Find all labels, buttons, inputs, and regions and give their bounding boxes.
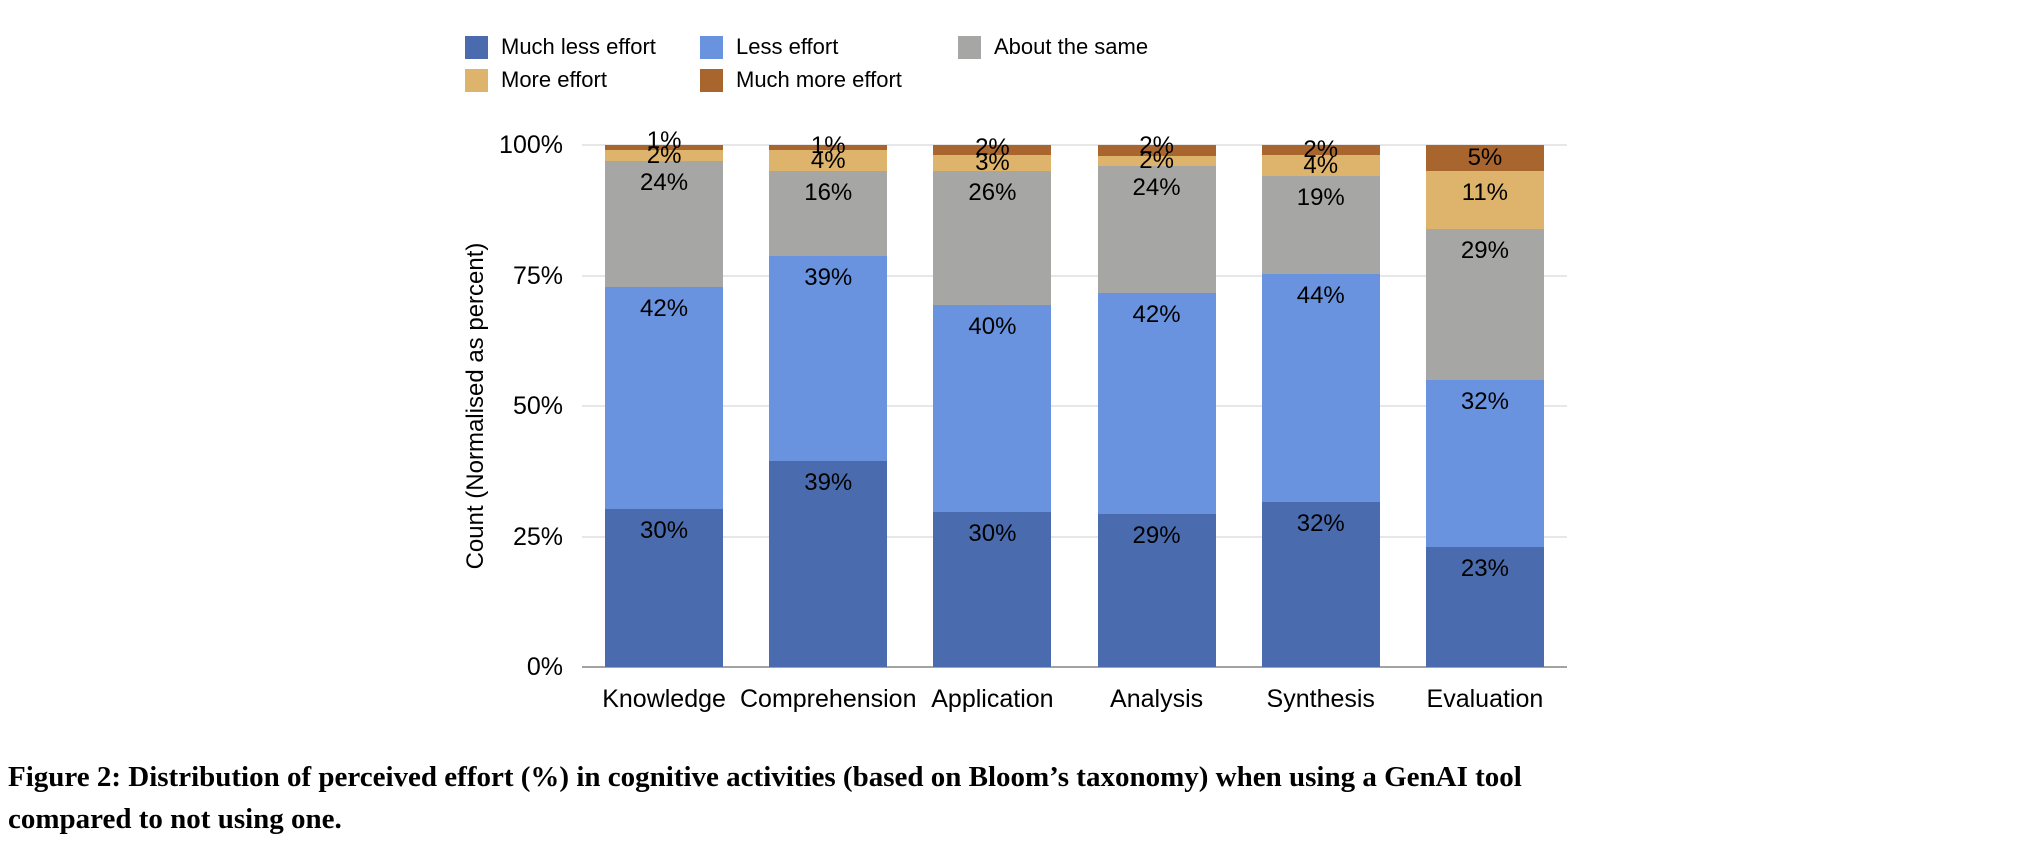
- segment-application-less-effort: [933, 305, 1052, 512]
- legend-label-much-more-effort: Much more effort: [736, 67, 902, 92]
- segment-value-label: 42%: [640, 295, 689, 323]
- x-axis-line: [582, 666, 1567, 668]
- segment-value-label: 29%: [1132, 522, 1181, 550]
- x-axis-label-knowledge: Knowledge: [602, 685, 726, 713]
- segment-value-label: 39%: [804, 263, 853, 291]
- segment-evaluation-about-the-same: [1425, 228, 1544, 380]
- segment-comprehension-much-more-effort: [769, 145, 888, 151]
- figure-caption-line-1: Figure 2: Distribution of perceived effo…: [8, 761, 1522, 793]
- legend-label-less-effort: Less effort: [736, 34, 839, 59]
- segment-value-label: 19%: [1296, 184, 1345, 211]
- segment-application-about-the-same: [933, 170, 1052, 306]
- y-tick-label-25: 25%: [512, 522, 563, 551]
- x-axis-label-synthesis: Synthesis: [1266, 685, 1375, 713]
- segment-analysis-more-effort: [1097, 155, 1216, 167]
- legend-item-less-effort: Less effort: [700, 35, 838, 59]
- segment-analysis-about-the-same: [1097, 166, 1216, 293]
- y-tick-label-50: 50%: [512, 392, 563, 420]
- segment-value-label: 26%: [968, 178, 1017, 206]
- segment-value-label: 16%: [804, 179, 853, 207]
- less-effort-swatch-icon: [700, 35, 723, 59]
- segment-comprehension-less-effort: [769, 255, 888, 462]
- segment-value-label: 1%: [810, 131, 846, 159]
- segment-comprehension-much-less-effort: [769, 461, 888, 667]
- gridline-25: [582, 535, 1567, 538]
- segment-value-label: 2%: [975, 134, 1010, 162]
- segment-value-label: 32%: [1460, 387, 1509, 415]
- segment-value-label: 32%: [1296, 509, 1345, 537]
- segment-application-more-effort: [933, 155, 1052, 171]
- segment-value-label: 29%: [1460, 236, 1509, 264]
- segment-value-label: 11%: [1461, 179, 1509, 207]
- segment-synthesis-much-more-effort: [1261, 145, 1380, 156]
- segment-value-label: 30%: [968, 519, 1017, 547]
- segment-knowledge-less-effort: [605, 287, 724, 509]
- segment-value-label: 23%: [1460, 554, 1509, 582]
- legend-label-much-less-effort: Much less effort: [501, 34, 656, 59]
- segment-synthesis-less-effort: [1261, 274, 1380, 502]
- segment-comprehension-about-the-same: [769, 171, 888, 256]
- segment-value-label: 24%: [640, 168, 689, 196]
- segment-analysis-much-more-effort: [1097, 145, 1216, 156]
- x-axis-label-comprehension: Comprehension: [740, 685, 917, 713]
- segment-evaluation-more-effort: [1425, 171, 1544, 229]
- more-effort-swatch-icon: [465, 68, 488, 92]
- legend-item-much-more-effort: Much more effort: [700, 68, 902, 92]
- segment-knowledge-more-effort: [605, 150, 724, 161]
- much-less-effort-swatch-icon: [465, 35, 488, 59]
- figure-caption-line-2: compared to not using one.: [8, 803, 342, 835]
- gridline-75: [582, 274, 1567, 277]
- y-tick-label-100: 100%: [499, 131, 563, 159]
- y-tick-label-75: 75%: [512, 261, 563, 290]
- gridline-50: [582, 405, 1567, 407]
- segment-value-label: 1%: [646, 126, 682, 154]
- segment-evaluation-less-effort: [1425, 379, 1544, 547]
- segment-synthesis-more-effort: [1261, 155, 1380, 176]
- segment-application-much-more-effort: [933, 145, 1052, 156]
- legend-item-more-effort: More effort: [465, 68, 607, 92]
- legend-item-much-less-effort: Much less effort: [465, 35, 656, 59]
- segment-evaluation-much-more-effort: [1425, 145, 1544, 172]
- segment-value-label: 30%: [640, 516, 689, 544]
- figure-caption: Figure 2: Distribution of perceived effo…: [8, 756, 2032, 840]
- segment-value-label: 4%: [810, 146, 846, 174]
- segment-analysis-much-less-effort: [1097, 514, 1216, 667]
- segment-value-label: 2%: [1303, 136, 1339, 164]
- segment-value-label: 24%: [1132, 174, 1181, 202]
- gridline-100: [582, 144, 1567, 146]
- legend-label-more-effort: More effort: [501, 67, 607, 92]
- segment-value-label: 3%: [975, 149, 1010, 177]
- legend-item-about-the-same: About the same: [958, 35, 1148, 59]
- y-tick-label-0: 0%: [526, 653, 563, 681]
- legend-label-about-the-same: About the same: [994, 34, 1149, 59]
- x-axis-label-application: Application: [931, 685, 1054, 713]
- segment-knowledge-about-the-same: [605, 160, 724, 288]
- about-the-same-swatch-icon: [958, 35, 981, 59]
- segment-value-label: 2%: [1139, 131, 1174, 159]
- segment-value-label: 4%: [1303, 151, 1339, 179]
- segment-value-label: 42%: [1132, 300, 1181, 328]
- segment-value-label: 39%: [804, 469, 853, 497]
- segment-analysis-less-effort: [1097, 292, 1216, 515]
- segment-value-label: 5%: [1467, 144, 1503, 172]
- segment-application-much-less-effort: [933, 511, 1052, 667]
- x-axis-label-evaluation: Evaluation: [1426, 685, 1544, 713]
- much-more-effort-swatch-icon: [700, 68, 723, 92]
- segment-value-label: 2%: [646, 141, 682, 169]
- segment-knowledge-much-less-effort: [605, 508, 724, 667]
- segment-value-label: 2%: [1139, 146, 1174, 174]
- segment-value-label: 44%: [1296, 282, 1345, 310]
- segment-synthesis-about-the-same: [1261, 176, 1380, 275]
- x-axis-label-analysis: Analysis: [1110, 685, 1204, 713]
- segment-evaluation-much-less-effort: [1425, 546, 1544, 667]
- segment-value-label: 40%: [968, 313, 1017, 341]
- segment-synthesis-much-less-effort: [1261, 501, 1380, 667]
- segment-knowledge-much-more-effort: [605, 145, 724, 151]
- segment-comprehension-more-effort: [769, 150, 888, 172]
